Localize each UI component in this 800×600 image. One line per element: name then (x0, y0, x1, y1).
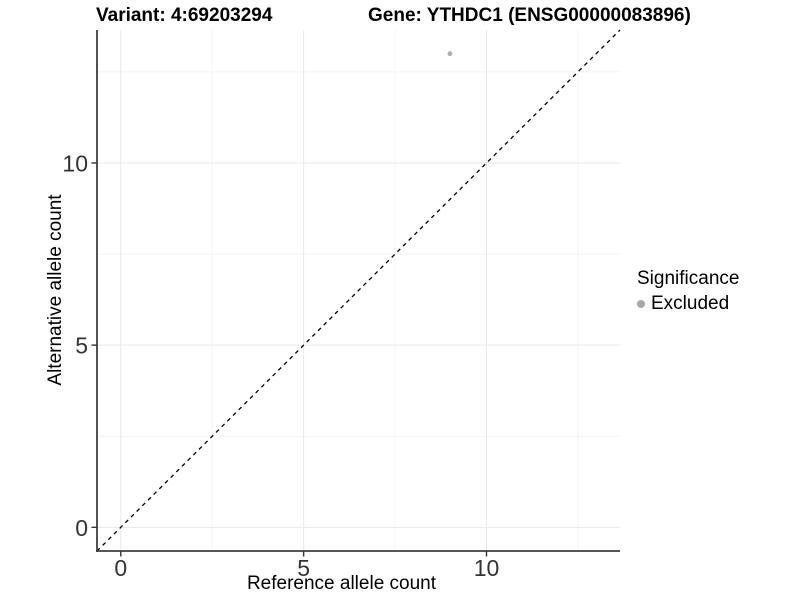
x-tick-label: 5 (297, 555, 310, 581)
y-tick-label: 0 (75, 515, 88, 541)
x-tick-label: 0 (114, 555, 127, 581)
x-tick-label: 10 (474, 555, 500, 581)
y-tick-label: 10 (62, 150, 88, 176)
legend-entry: Excluded (637, 293, 739, 315)
identity-line (96, 29, 621, 552)
y-axis-title: Alternative allele count (45, 194, 66, 386)
legend: Significance Excluded (637, 268, 739, 315)
plot-title-gene: Gene: YTHDC1 (ENSG00000083896) (368, 5, 691, 26)
data-point (447, 51, 453, 57)
legend-title: Significance (637, 268, 740, 289)
plot-title-variant: Variant: 4:69203294 (96, 5, 273, 26)
x-axis-title: Reference allele count (246, 573, 437, 594)
legend-point-icon (637, 300, 645, 308)
y-tick-label: 5 (75, 333, 88, 359)
legend-entry-label: Excluded (651, 293, 730, 314)
